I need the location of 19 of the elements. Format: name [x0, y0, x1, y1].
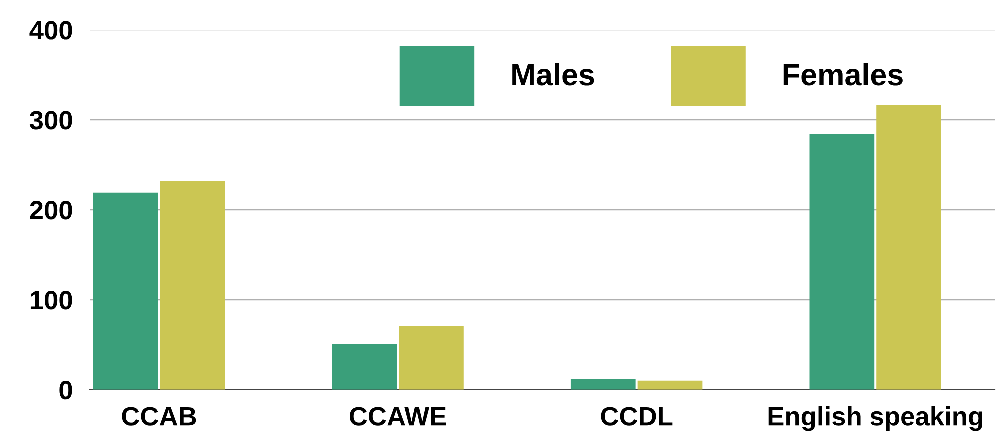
y-tick-label: 200 — [30, 201, 72, 220]
y-tick-label: 100 — [30, 291, 72, 310]
legend-label: Females — [784, 63, 903, 86]
bar — [638, 380, 703, 390]
x-tick-label: CCDL — [601, 407, 673, 426]
y-tick-label: 400 — [30, 21, 72, 40]
x-tick-label: CCAWE — [350, 407, 446, 426]
y-tick-label: 0 — [60, 380, 72, 400]
bar — [399, 326, 464, 390]
bar — [570, 379, 636, 390]
bar — [876, 106, 942, 390]
y-tick-label: 300 — [30, 111, 72, 130]
bar — [332, 344, 398, 390]
bar — [160, 181, 226, 390]
bar — [93, 192, 158, 390]
legend-label: Males — [512, 63, 594, 86]
x-tick-label: English speaking — [768, 406, 982, 432]
bar — [810, 134, 875, 390]
x-tick-label: CCAB — [122, 407, 196, 426]
